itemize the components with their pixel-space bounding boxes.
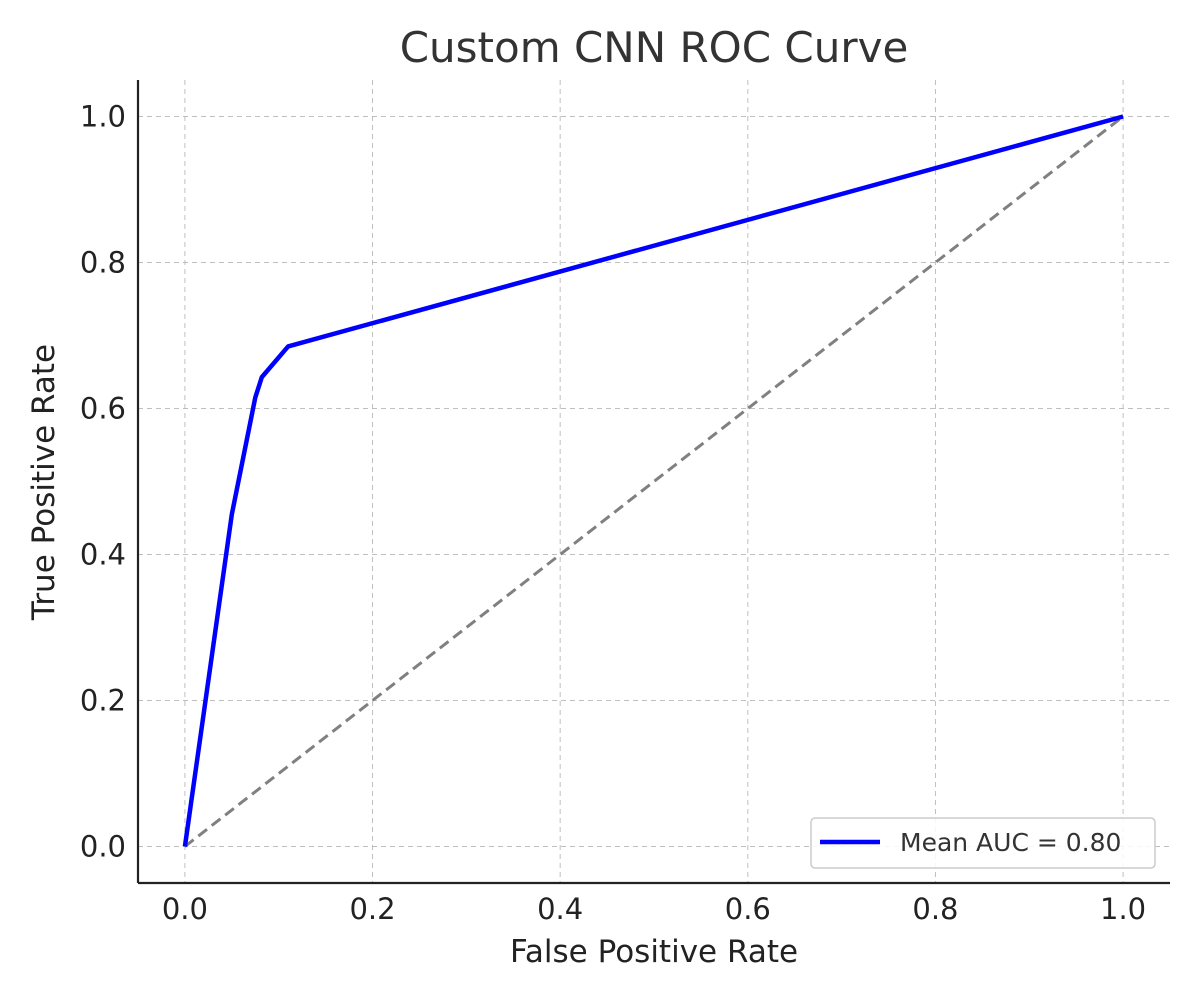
legend-label-mean-auc: Mean AUC = 0.80 — [900, 828, 1121, 857]
grid-layer — [138, 80, 1170, 883]
y-tick-label-2: 0.4 — [80, 538, 126, 572]
axes-layer — [136, 80, 1170, 885]
chart-title: Custom CNN ROC Curve — [400, 23, 909, 72]
legend-box — [810, 817, 1156, 869]
y-tick-label-4: 0.8 — [80, 246, 126, 280]
y-tick-label-1: 0.2 — [80, 684, 126, 718]
roc-curve-line — [182, 114, 1124, 847]
x-axis-label: False Positive Rate — [510, 934, 798, 970]
y-tick-label-3: 0.6 — [80, 392, 126, 426]
x-tick-label-2: 0.4 — [537, 892, 583, 926]
y-tick-label-5: 1.0 — [80, 100, 126, 134]
y-tick-label-0: 0.0 — [80, 830, 126, 864]
x-tick-label-1: 0.2 — [349, 892, 395, 926]
legend: Mean AUC = 0.80 — [810, 817, 1156, 869]
y-axis-label: True Positive Rate — [26, 344, 62, 621]
x-tick-label-3: 0.6 — [725, 892, 771, 926]
ticks-layer: 0.0 0.2 0.4 0.6 0.8 1.0 0.0 0.2 0.4 0.6 0.8 1.0 — [80, 100, 1146, 927]
chance-diagonal-line — [183, 115, 1125, 848]
x-tick-label-5: 1.0 — [1100, 892, 1146, 926]
x-tick-label-4: 0.8 — [912, 892, 958, 926]
series-layer — [182, 114, 1125, 848]
x-tick-label-0: 0.0 — [162, 892, 208, 926]
